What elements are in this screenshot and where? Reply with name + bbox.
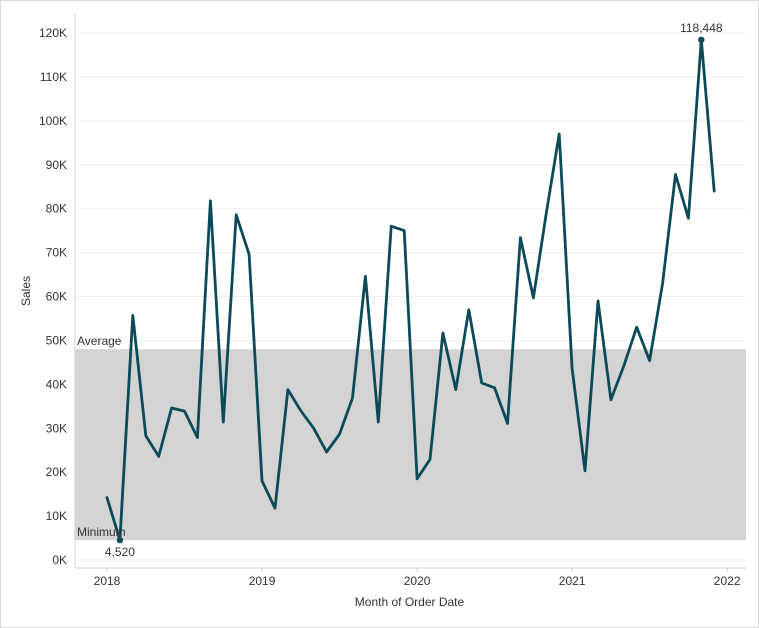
- x-tick-label: 2020: [404, 574, 431, 588]
- y-axis-title: Sales: [19, 276, 33, 306]
- y-tick-label: 100K: [39, 114, 67, 128]
- y-tick-label: 90K: [46, 158, 67, 172]
- y-tick-label: 120K: [39, 26, 67, 40]
- max-value-label: 118,448: [680, 21, 723, 35]
- y-tick-label: 60K: [46, 290, 67, 304]
- x-axis: 2018 2019 2020 2021 2022: [94, 568, 741, 588]
- x-axis-title: Month of Order Date: [355, 595, 465, 609]
- y-tick-label: 80K: [46, 202, 67, 216]
- y-tick-label: 70K: [46, 246, 67, 260]
- x-tick-label: 2021: [559, 574, 586, 588]
- x-tick-label: 2019: [249, 574, 276, 588]
- x-tick-label: 2018: [94, 574, 121, 588]
- sales-line: [105, 38, 716, 542]
- minimum-label: Minimum: [77, 525, 126, 539]
- y-tick-label: 40K: [46, 377, 67, 391]
- y-tick-label: 50K: [46, 333, 67, 347]
- y-tick-label: 10K: [46, 509, 67, 523]
- annotated-point: [116, 536, 124, 544]
- annotations: 118,448 4,520: [105, 21, 723, 559]
- x-tick-label: 2022: [714, 574, 741, 588]
- y-tick-label: 30K: [46, 421, 67, 435]
- y-axis: 0K 10K 20K 30K 40K 50K 60K 70K 80K 90K 100K 110K 120…: [39, 26, 67, 567]
- min-value-label: 4,520: [105, 545, 135, 559]
- y-tick-label: 20K: [46, 465, 67, 479]
- y-tick-label: 110K: [40, 70, 67, 84]
- annotated-point: [698, 36, 705, 44]
- y-tick-label: 0K: [52, 553, 67, 567]
- average-label: Average: [77, 334, 122, 348]
- average-minimum-band: [75, 349, 746, 541]
